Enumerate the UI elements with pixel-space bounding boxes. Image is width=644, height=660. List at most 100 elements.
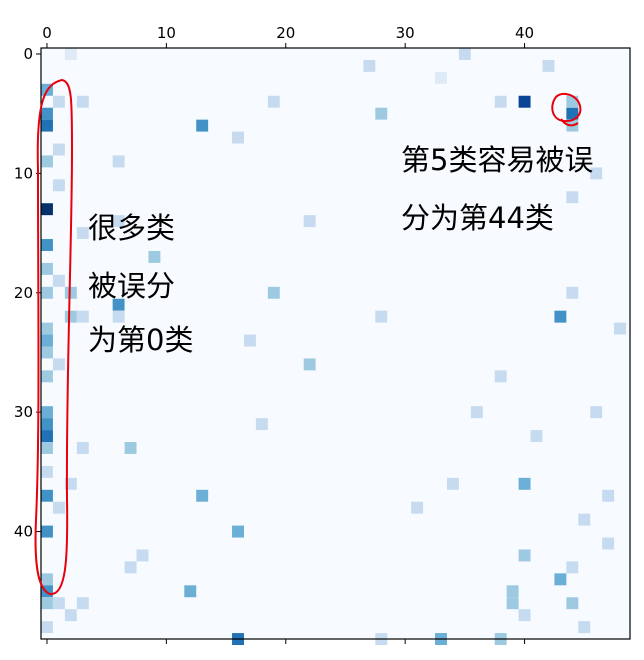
x-tick-label: 0 <box>42 24 52 42</box>
heatmap-cell <box>41 597 53 610</box>
heatmap-cell <box>112 155 125 168</box>
heatmap-cell <box>506 597 519 610</box>
heatmap-cell <box>41 286 53 299</box>
heatmap-cell <box>52 597 65 610</box>
heatmap-cell <box>41 430 53 443</box>
heatmap-cell <box>506 585 519 598</box>
x-tick-label: 20 <box>276 24 295 42</box>
heatmap-cell <box>52 95 65 108</box>
heatmap-cell <box>52 143 65 156</box>
heatmap-cell <box>590 167 603 180</box>
x-tick-label: 10 <box>157 24 176 42</box>
heatmap-cell <box>566 286 579 299</box>
heatmap-cell <box>518 477 531 490</box>
note-col0-line3: 为第0类 <box>88 323 193 357</box>
heatmap-cell <box>458 48 471 60</box>
heatmap-cell <box>470 406 483 419</box>
heatmap-cell <box>518 609 531 622</box>
heatmap-cell <box>112 298 125 311</box>
class-5-circle <box>551 92 582 127</box>
heatmap-cell <box>184 585 197 598</box>
heatmap-cell <box>76 95 89 108</box>
heatmap-cell <box>303 358 316 371</box>
y-tick-label: 30 <box>14 403 33 421</box>
heatmap-cell <box>64 286 77 299</box>
note-c5-line1: 第5类容易被误 <box>401 143 593 177</box>
heatmap-cell <box>41 489 53 502</box>
heatmap-cell <box>41 465 53 478</box>
heatmap-cell <box>435 71 447 84</box>
heatmap-cell <box>136 549 149 562</box>
heatmap-cell <box>542 59 555 72</box>
heatmap-cell <box>76 227 89 240</box>
heatmap-cell <box>554 573 567 586</box>
plot-frame <box>40 47 631 640</box>
heatmap-cell <box>76 442 89 454</box>
heatmap-cell <box>243 334 256 347</box>
heatmap-cell <box>52 179 65 192</box>
heatmap-cell <box>232 525 244 538</box>
heatmap-cell <box>41 322 53 335</box>
heatmap-cell <box>232 131 244 144</box>
heatmap-cell <box>494 95 507 108</box>
heatmap-cell <box>267 286 280 299</box>
heatmap-cell <box>566 561 579 574</box>
heatmap-cell <box>375 310 388 323</box>
heatmap-cell <box>64 477 77 490</box>
heatmap-cell <box>112 215 125 228</box>
axis-ticks: 0 10 20 30 40 0 10 20 30 40 <box>14 24 534 644</box>
heatmap-cell <box>566 95 579 108</box>
heatmap-cell <box>196 489 209 502</box>
heatmap-cell <box>566 597 579 610</box>
y-tick-label: 40 <box>14 523 33 541</box>
heatmap-cell <box>411 501 424 514</box>
heatmap-cell <box>64 48 77 60</box>
heatmap-cell <box>590 406 603 419</box>
note-col0-line2: 被误分 <box>88 269 175 303</box>
heatmap-cell <box>530 430 543 443</box>
heatmap-cell <box>578 621 591 634</box>
heatmap-cell <box>518 549 531 562</box>
heatmap-cell <box>41 442 53 454</box>
heatmap-cell <box>267 95 280 108</box>
heatmap-cell <box>124 442 137 454</box>
x-tick-label: 40 <box>515 24 534 42</box>
heatmap-cell <box>52 501 65 514</box>
heatmap-cell <box>602 537 615 550</box>
y-tick-label: 20 <box>14 284 33 302</box>
heatmap-cell <box>148 250 161 263</box>
heatmap-cell <box>64 609 77 622</box>
heatmap-cell <box>41 334 53 347</box>
heatmap-cell <box>41 107 53 120</box>
heatmap-cell <box>41 370 53 383</box>
heatmap-cell <box>303 215 316 228</box>
heatmap-cell <box>554 310 567 323</box>
note-col0-line1: 很多类 <box>88 211 175 245</box>
heatmap-cell <box>363 59 376 72</box>
heatmap-cell <box>375 107 388 120</box>
heatmap-cell <box>41 525 53 538</box>
heatmap-cell <box>41 346 53 359</box>
heatmap-cell <box>41 155 53 168</box>
heatmap-cell <box>124 561 137 574</box>
heatmap-cell <box>41 239 53 251</box>
plot-area <box>41 48 630 639</box>
heatmap-cell <box>255 418 268 431</box>
heatmap-cell <box>41 119 53 132</box>
note-c5-line2: 分为第44类 <box>401 201 554 235</box>
heatmap-cell <box>41 406 53 419</box>
heatmap-cell <box>64 310 77 323</box>
heatmap-cell <box>41 203 53 216</box>
heatmap-cell <box>52 274 65 287</box>
heatmap-cell <box>76 597 89 610</box>
heatmap-cell <box>41 418 53 431</box>
heatmap-cell <box>41 262 53 275</box>
heatmap-cell <box>52 358 65 371</box>
heatmap-cell <box>578 513 591 526</box>
x-tick-label: 30 <box>396 24 415 42</box>
column-0-circle <box>34 78 74 596</box>
y-tick-label: 10 <box>14 164 33 182</box>
heatmap-cell <box>566 107 579 120</box>
heatmap-cell <box>518 95 531 108</box>
